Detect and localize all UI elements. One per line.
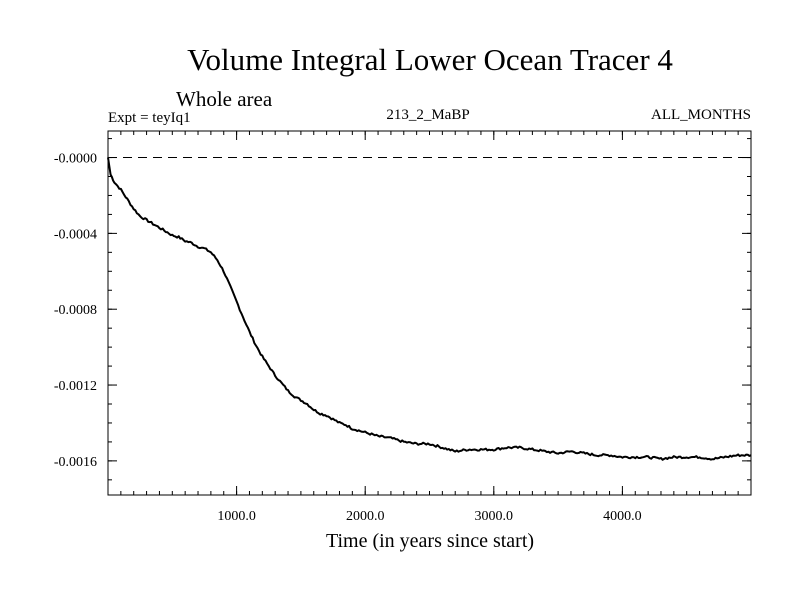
x-tick-label: 1000.0: [217, 509, 256, 524]
chart-subtitle: Whole area: [176, 87, 273, 111]
y-tick-label: -0.0008: [54, 303, 97, 318]
x-tick-label: 3000.0: [475, 509, 514, 524]
series-line: [107, 157, 752, 461]
chart-title: Volume Integral Lower Ocean Tracer 4: [187, 42, 673, 77]
x-tick-label: 2000.0: [346, 509, 385, 524]
y-tick-label: -0.0004: [54, 227, 97, 242]
y-tick-label: -0.0000: [54, 152, 97, 167]
run-label: 213_2_MaBP: [386, 107, 469, 123]
y-tick-label: -0.0012: [54, 379, 97, 394]
x-tick-label: 4000.0: [603, 509, 642, 524]
x-axis-label: Time (in years since start): [326, 530, 534, 552]
experiment-label: Expt = teyIq1: [108, 110, 191, 126]
y-axis: -0.0000 -0.0004 -0.0008 -0.0012 -0.0016: [54, 138, 751, 481]
x-axis: 1000.0 2000.0 3000.0 4000.0: [107, 131, 752, 524]
months-label: ALL_MONTHS: [651, 107, 751, 123]
y-tick-label: -0.0016: [54, 455, 97, 470]
plot-frame: [107, 130, 752, 496]
